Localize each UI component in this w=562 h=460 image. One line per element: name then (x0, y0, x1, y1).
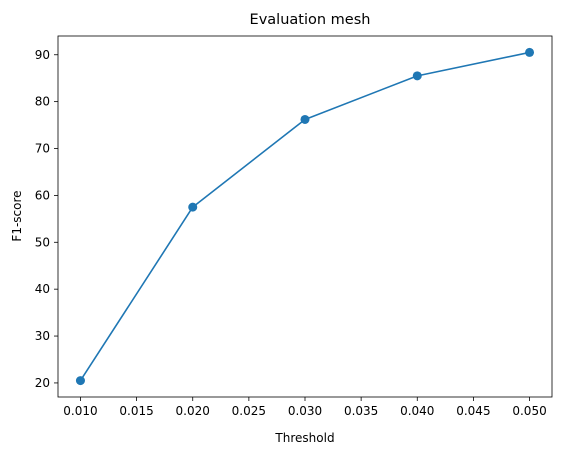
data-point (525, 47, 535, 57)
y-tick-label: 80 (35, 95, 50, 109)
data-point (300, 114, 310, 124)
plot-area: 0.010 0.015 0.020 0.025 0.030 0.035 0.040 0.045… (35, 35, 553, 418)
plot-frame (57, 35, 553, 398)
chart-title: Evaluation mesh (250, 12, 371, 28)
x-axis-label: Threshold (274, 431, 334, 445)
data-point (188, 202, 198, 212)
data-point (412, 71, 422, 81)
series-line (79, 51, 530, 382)
x-tick-label: 0.015 (119, 404, 153, 418)
data-point (75, 376, 85, 386)
y-tick-label: 30 (35, 329, 50, 343)
x-tick-label: 0.025 (232, 404, 266, 418)
y-axis-label: F1-score (10, 190, 24, 241)
y-tick-label: 20 (35, 376, 50, 390)
x-tick-label: 0.020 (176, 404, 210, 418)
x-tick-label: 0.050 (512, 404, 546, 418)
x-tick-label: 0.045 (456, 404, 490, 418)
x-tick-label: 0.030 (288, 404, 322, 418)
x-tick-label: 0.035 (344, 404, 378, 418)
x-tick-label: 0.040 (400, 404, 434, 418)
y-tick-label: 40 (35, 282, 50, 296)
y-tick-label: 90 (35, 48, 50, 62)
y-tick-label: 60 (35, 188, 50, 202)
x-tick-label: 0.010 (63, 404, 97, 418)
y-tick-label: 70 (35, 142, 50, 156)
y-tick-label: 50 (35, 235, 50, 249)
